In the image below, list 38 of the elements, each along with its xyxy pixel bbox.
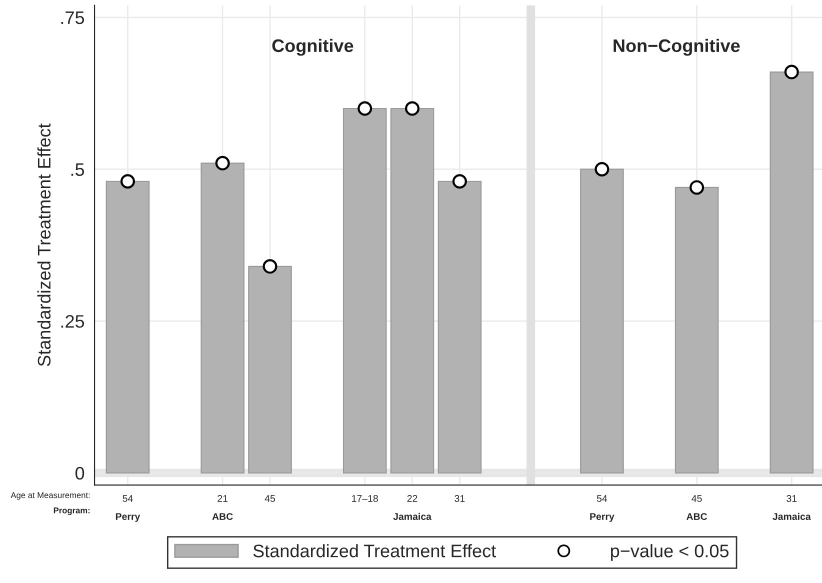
point — [262, 259, 278, 274]
point — [120, 174, 135, 189]
y-tick-label: .5 — [71, 163, 84, 176]
category-label: 21 ABC — [212, 495, 233, 520]
annotation: Cognitive — [272, 38, 354, 56]
bar — [106, 180, 150, 474]
point — [215, 156, 230, 170]
bar — [674, 186, 719, 474]
legend-label: Standardized Treatment Effect — [253, 544, 496, 558]
x-tick-label: 45 — [264, 495, 275, 502]
annotation: Non−Cognitive — [614, 38, 740, 56]
x-tick-label: 31 — [454, 495, 465, 502]
text: Age at Measurement: — [10, 492, 90, 500]
bar — [200, 162, 244, 474]
legend-label: p−value < 0.05 — [611, 544, 729, 561]
text: Program: — [54, 508, 90, 516]
point — [594, 162, 610, 176]
category-label: 31 Jamaica — [772, 495, 811, 520]
bar — [248, 266, 292, 474]
bar — [390, 108, 434, 474]
point — [358, 101, 372, 116]
bar — [580, 168, 624, 474]
category-label: 22 Jamaica — [393, 495, 432, 520]
bar — [438, 180, 482, 474]
point — [784, 64, 799, 80]
bar — [342, 108, 387, 474]
bar — [770, 72, 814, 474]
y-tick-label: .75 — [61, 12, 84, 24]
y-axis-title: Standardized Treatment Effect — [37, 123, 51, 366]
category-label: 54 Perry — [590, 495, 614, 522]
point — [452, 174, 467, 189]
category-label: 45 ABC — [686, 495, 708, 520]
point — [405, 101, 420, 116]
y-tick-label: 0 — [75, 466, 84, 480]
x-tick-label: 17–18 — [352, 495, 378, 502]
category-label: 54 Perry — [116, 495, 140, 522]
y-tick-label: .25 — [61, 315, 84, 328]
point — [690, 180, 704, 195]
